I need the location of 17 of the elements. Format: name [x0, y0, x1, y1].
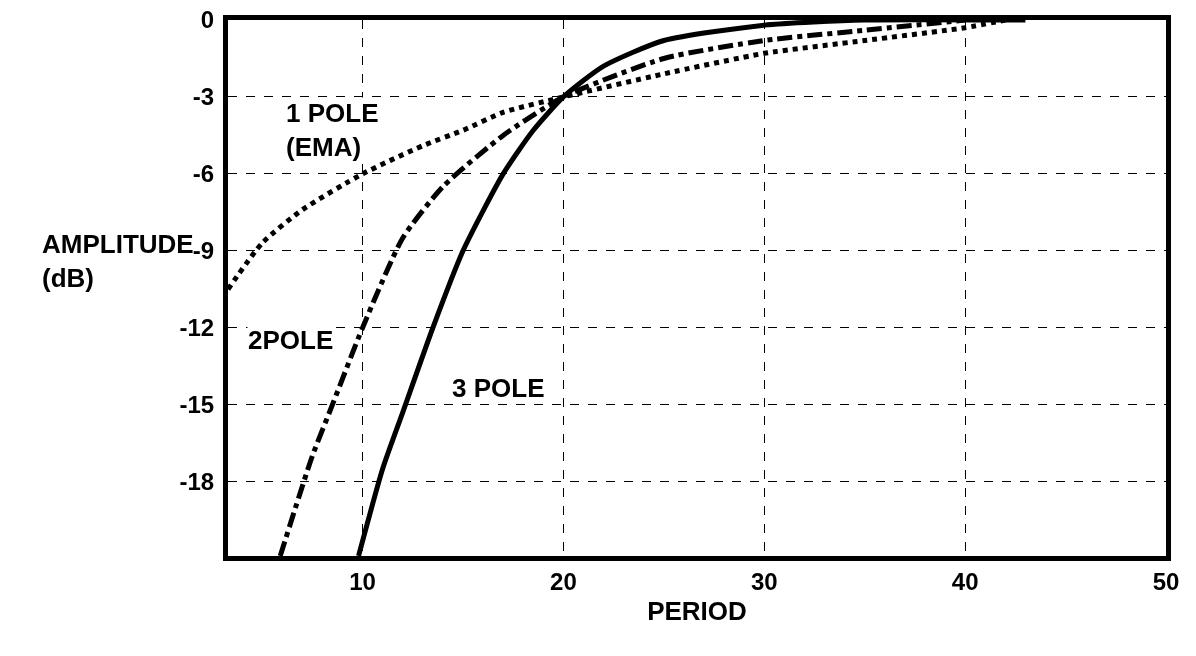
y-tick-label: -15 [179, 391, 215, 419]
y-tick-label: 0 [200, 6, 215, 34]
x-axis-title: PERIOD [647, 596, 747, 627]
series-label: 2POLE [248, 325, 334, 355]
y-tick-label: -12 [179, 314, 215, 342]
y-tick-label: -3 [192, 83, 215, 111]
series-label: 1 POLE (EMA) [286, 98, 379, 162]
x-tick-label: 20 [550, 567, 577, 595]
y-tick-label: -18 [179, 468, 215, 496]
y-tick-label: -6 [192, 160, 215, 188]
y-tick-label: -9 [192, 237, 215, 265]
y-axis-title: AMPLITUDE (dB) [42, 229, 194, 293]
x-tick-label: 40 [951, 567, 979, 595]
x-tick-label: 30 [750, 567, 778, 595]
x-tick-label: 50 [1152, 567, 1180, 595]
x-tick-label: 10 [349, 567, 376, 595]
series-label: 3 POLE [452, 373, 545, 403]
